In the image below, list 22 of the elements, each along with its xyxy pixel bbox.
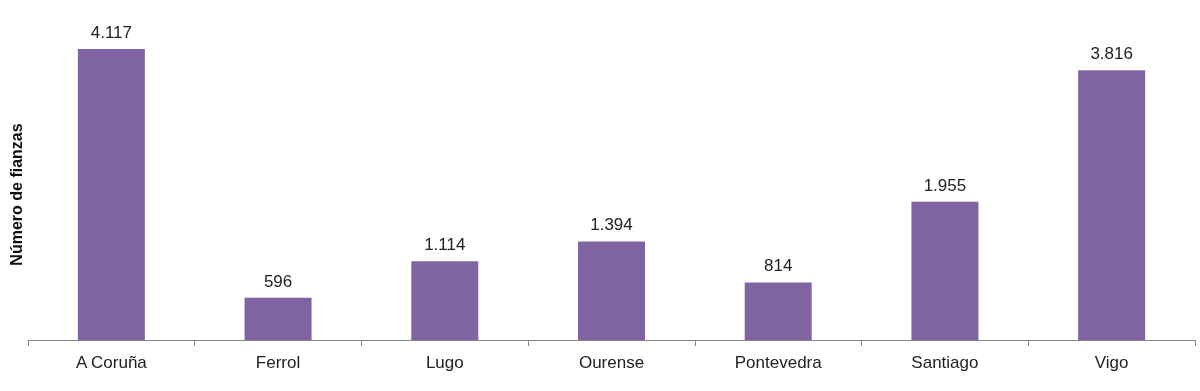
y-axis-title: Número de fianzas (7, 123, 25, 266)
bar (77, 49, 145, 340)
x-tick-label: Pontevedra (734, 353, 823, 372)
x-tick-label: Santiago (911, 353, 979, 372)
x-tick-label: Ferrol (255, 353, 301, 372)
x-tick-label: A Coruña (75, 353, 148, 372)
data-label: 1.114 (424, 235, 466, 255)
bar (911, 201, 979, 340)
data-label: 3.816 (1090, 44, 1133, 64)
x-tick-label: Lugo (425, 353, 464, 372)
data-label: 1.394 (590, 215, 633, 235)
bar (244, 297, 312, 340)
data-label: 1.955 (923, 175, 967, 195)
data-label: 596 (263, 271, 293, 291)
data-label: 4.117 (90, 23, 132, 42)
bar (578, 241, 645, 340)
data-label: 814 (764, 256, 793, 276)
bar (1078, 70, 1146, 340)
x-tick-label: Ourense (578, 353, 645, 372)
x-tick-label: Vigo (1094, 353, 1129, 372)
bar (411, 261, 479, 340)
bar (744, 282, 812, 340)
